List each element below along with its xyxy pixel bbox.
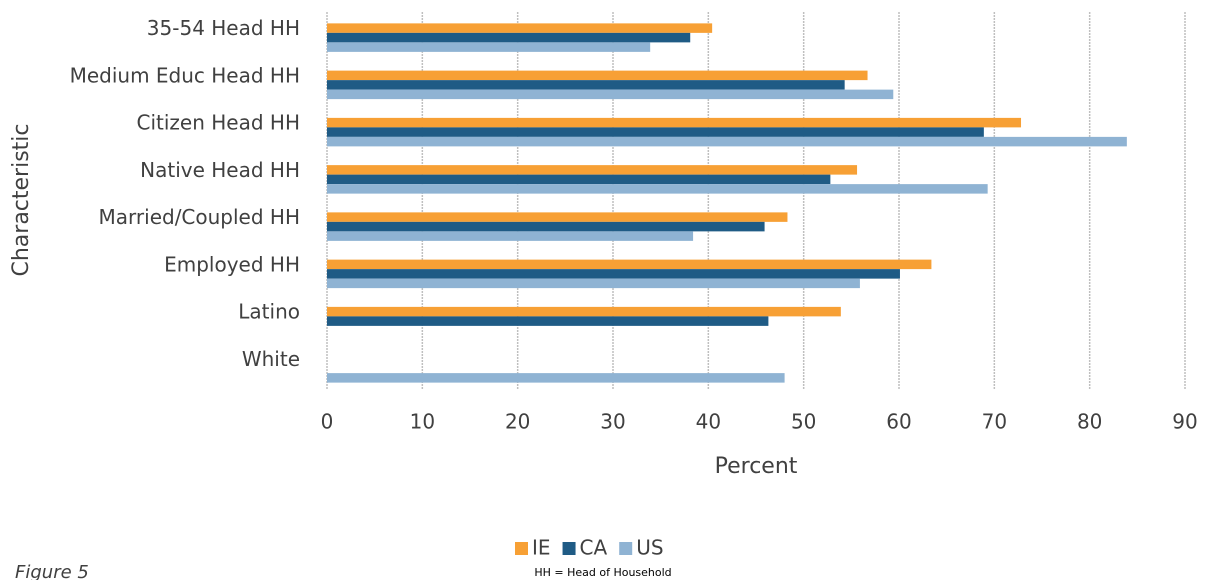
note: HH = Head of Household [534, 566, 671, 579]
y-tick-label: Citizen Head HH [137, 111, 301, 135]
x-tick-label: 50 [791, 410, 816, 434]
legend-swatch [619, 542, 633, 555]
bar [327, 212, 788, 222]
bar [327, 117, 1022, 128]
y-tick-label: Medium Educ Head HH [70, 63, 300, 87]
bar [327, 136, 1127, 147]
bar [327, 32, 691, 43]
bar [327, 127, 984, 137]
x-tick-label: 60 [886, 410, 911, 434]
bar [327, 259, 932, 270]
legend-label: US [636, 536, 663, 560]
x-tick-label: 20 [505, 410, 530, 434]
bar [327, 165, 858, 175]
x-tick-label: 0 [321, 410, 334, 434]
y-tick-label: Married/Coupled HH [99, 205, 300, 229]
legend-label: CA [580, 536, 608, 560]
legend-swatch [515, 542, 528, 555]
x-tick-label: 10 [410, 410, 435, 434]
caption: Figure 5 [15, 562, 89, 580]
bar [327, 306, 841, 317]
bar [327, 184, 988, 194]
bar [327, 174, 831, 185]
legend-label: IE [532, 536, 551, 560]
bar [327, 89, 894, 100]
bar [327, 278, 860, 289]
bar [327, 70, 868, 81]
x-tick-label: 40 [696, 410, 721, 434]
bar [327, 221, 765, 232]
bar [327, 231, 694, 241]
legend-swatch [562, 542, 576, 555]
bar [327, 80, 845, 90]
x-tick-label: 30 [600, 410, 625, 434]
bar [327, 42, 651, 52]
x-tick-label: 70 [982, 410, 1007, 434]
y-tick-label: 35-54 Head HH [147, 16, 300, 40]
bar [327, 23, 713, 33]
x-tick-label: 80 [1077, 410, 1102, 434]
y-tick-label: White [242, 347, 300, 371]
bar [327, 316, 769, 326]
y-tick-label: Latino [238, 300, 300, 324]
y-axis-title: Characteristic [9, 123, 34, 276]
bar [327, 269, 900, 279]
bar [327, 373, 785, 383]
x-tick-label: 90 [1172, 410, 1197, 434]
x-axis-title: Percent [715, 454, 798, 479]
y-tick-label: Employed HH [164, 252, 300, 276]
y-tick-label: Native Head HH [140, 158, 300, 182]
